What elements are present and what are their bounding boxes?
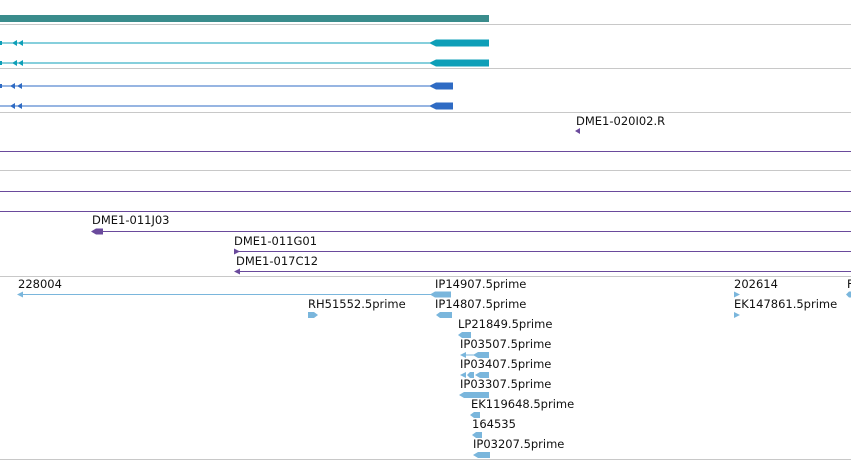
rounded-block-icon (846, 291, 851, 298)
est-label: IP03407.5prime (460, 357, 551, 371)
est-202614[interactable]: 202614 (734, 277, 778, 298)
est-ip03507[interactable]: IP03507.5prime (460, 337, 551, 358)
est-rh51552[interactable]: RH51552.5prime (308, 297, 406, 318)
clone-011j03[interactable]: DME1-011J03 (91, 213, 851, 235)
est-label: IP03307.5prime (460, 377, 551, 391)
rounded-block-icon (467, 372, 474, 378)
est-label: IP03507.5prime (460, 337, 551, 351)
track-separators (0, 24, 851, 460)
rounded-block-icon (429, 39, 489, 47)
left-triangle-icon (17, 83, 22, 89)
est-ip14807[interactable]: IP14807.5prime (435, 297, 526, 318)
gene-span-bar[interactable] (0, 15, 489, 22)
rounded-block-icon (429, 59, 489, 67)
est-ek147861[interactable]: EK147861.5prime (734, 297, 837, 318)
clone-020i02[interactable]: DME1-020I02.R (575, 114, 665, 134)
rounded-block-icon (459, 392, 489, 398)
est-ip03407[interactable]: IP03407.5prime (460, 357, 551, 378)
est-lp21849[interactable]: LP21849.5prime (458, 317, 552, 338)
est-label: IP14907.5prime (435, 277, 526, 291)
est-228004[interactable]: 228004 (17, 277, 436, 298)
est-label: 164535 (472, 417, 516, 431)
rounded-block-icon (429, 102, 453, 110)
est-label: EK119648.5prime (471, 397, 574, 411)
left-triangle-icon (18, 60, 23, 66)
est-ip03307[interactable]: IP03307.5prime (459, 377, 551, 398)
est-label: IP14807.5prime (435, 297, 526, 311)
left-triangle-icon (460, 352, 466, 358)
est-ip03207[interactable]: IP03207.5prime (473, 437, 564, 458)
rounded-block-icon (473, 452, 490, 458)
clone-label: DME1-020I02.R (576, 114, 665, 128)
right-triangle-icon (308, 312, 318, 318)
left-triangle-icon (12, 60, 17, 66)
est-label: EK147861.5prime (734, 297, 837, 311)
est-label: F (847, 277, 851, 291)
rounded-block-icon (472, 432, 482, 438)
est-edge[interactable]: F (846, 277, 851, 298)
right-triangle-icon (234, 248, 240, 255)
transcript-blue-1[interactable] (0, 82, 453, 90)
rounded-block-icon (475, 372, 489, 378)
left-triangle-icon (575, 128, 580, 134)
left-triangle-icon (12, 40, 17, 46)
est-164535[interactable]: 164535 (472, 417, 516, 438)
transcript-teal-2[interactable] (0, 59, 489, 67)
rounded-block-icon (473, 352, 489, 358)
right-triangle-icon (734, 312, 740, 318)
clone-label: DME1-011J03 (92, 213, 170, 227)
est-label: RH51552.5prime (308, 297, 406, 311)
transcript-teal-1[interactable] (0, 39, 489, 47)
rounded-block-icon (436, 312, 452, 318)
rounded-block-icon (458, 332, 471, 338)
left-triangle-icon (18, 40, 23, 46)
clone-label: DME1-017C12 (236, 254, 318, 268)
rounded-block-icon (429, 82, 453, 90)
left-triangle-icon (460, 372, 466, 378)
left-triangle-icon (10, 83, 15, 89)
rounded-block-icon (470, 412, 480, 418)
clone-011g01[interactable]: DME1-011G01 (234, 234, 851, 255)
est-label: LP21849.5prime (458, 317, 552, 331)
left-triangle-icon (17, 291, 23, 298)
left-triangle-icon (10, 103, 15, 109)
rounded-block-icon (91, 228, 103, 235)
left-triangle-icon (234, 268, 240, 275)
right-triangle-icon (734, 291, 740, 298)
clone-label: DME1-011G01 (234, 234, 317, 248)
rounded-block-icon (430, 291, 451, 298)
est-label: IP03207.5prime (473, 437, 564, 451)
left-triangle-icon (17, 103, 22, 109)
transcript-blue-2[interactable] (0, 102, 453, 110)
clone-017c12[interactable]: DME1-017C12 (234, 254, 851, 275)
est-ek119648[interactable]: EK119648.5prime (470, 397, 574, 418)
est-label: 202614 (734, 277, 778, 291)
est-ip14907[interactable]: IP14907.5prime (430, 277, 526, 298)
est-label: 228004 (18, 277, 62, 291)
clone-lines[interactable] (0, 151, 851, 212)
